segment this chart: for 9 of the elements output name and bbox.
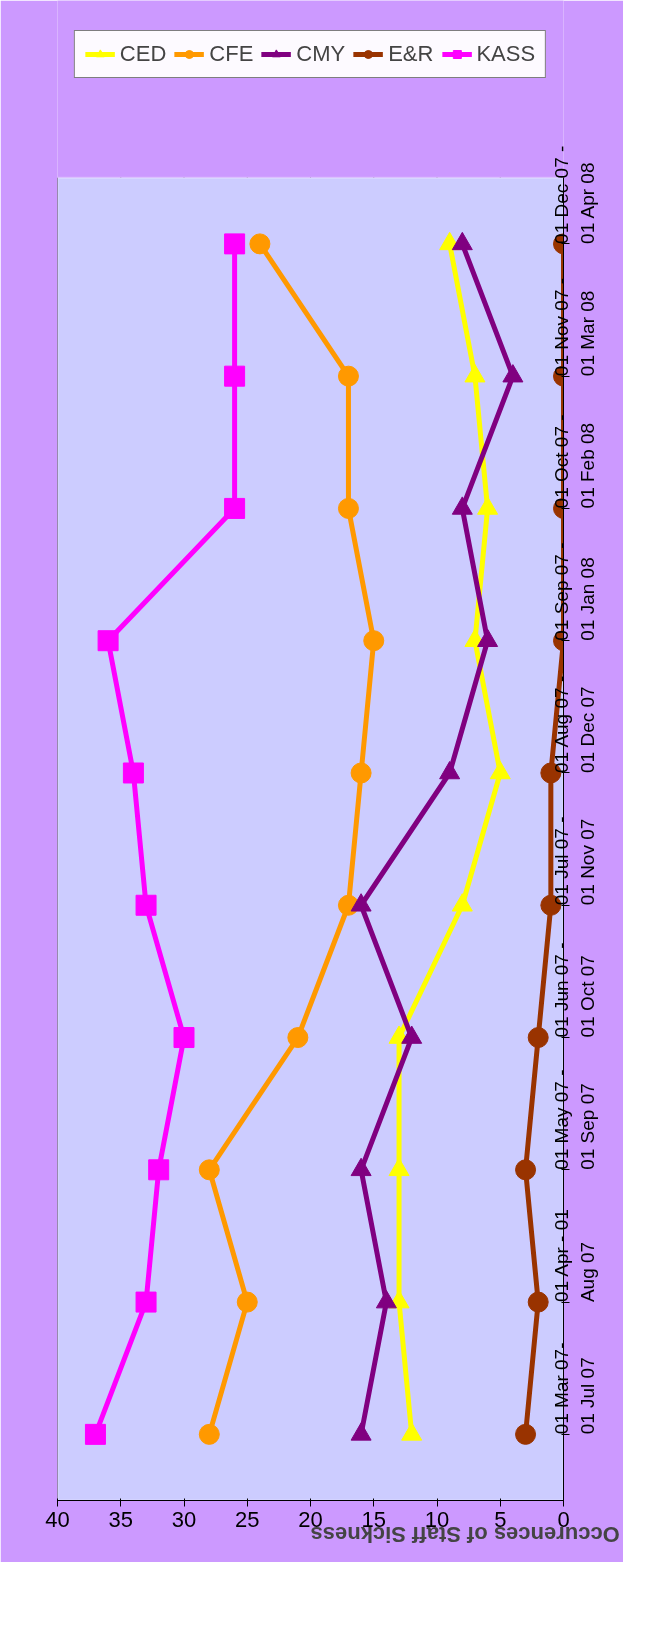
x-tick-label: 25 [235,1506,260,1532]
legend-label: CED [119,41,167,67]
legend-label: CFE [209,41,254,67]
legend-label: KASS [476,41,536,67]
x-tick-label: 40 [45,1506,70,1532]
legend-label: CMY [296,41,346,67]
x-tick-label: 30 [171,1506,197,1532]
x-tick-label: 35 [108,1506,133,1532]
legend-label: E&R [388,41,434,67]
